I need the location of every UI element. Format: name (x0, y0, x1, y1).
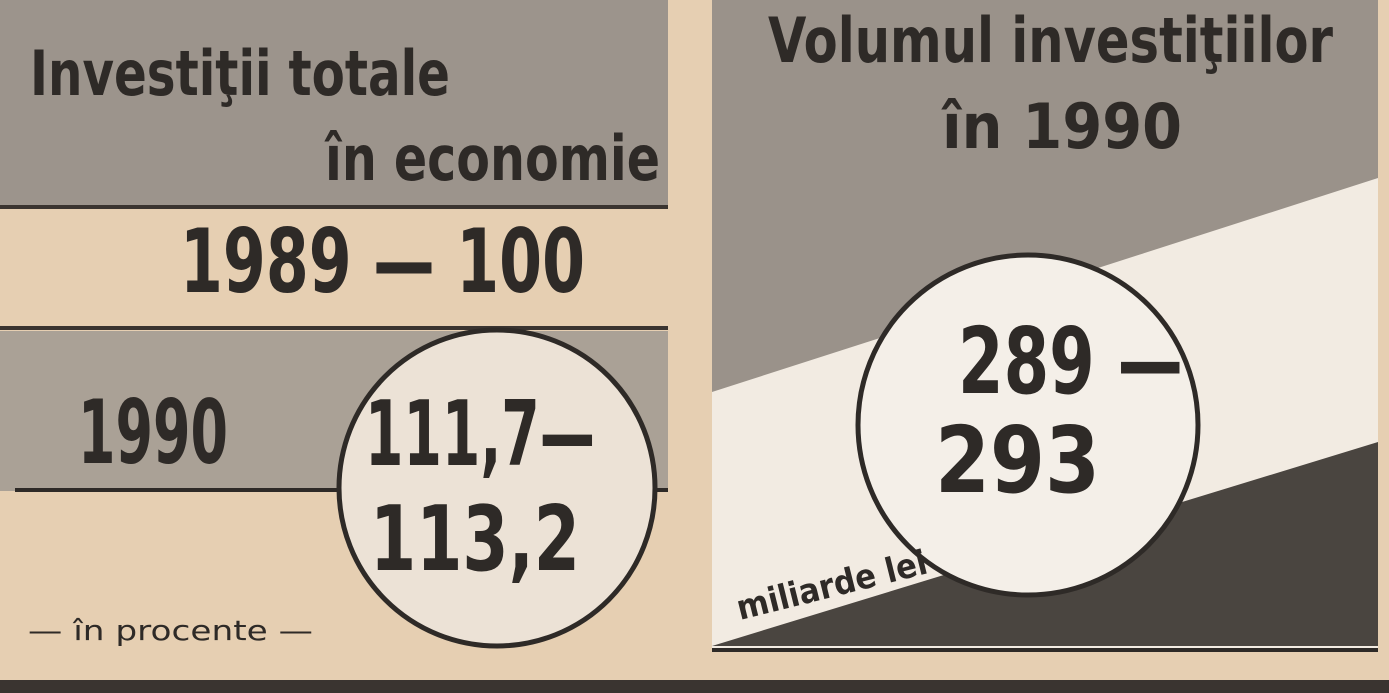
right-title-1: Volumul investiţiilor (768, 4, 1333, 77)
left-value-1: 111,7— (365, 382, 595, 487)
right-title-2: în 1990 (941, 90, 1182, 163)
bottom-bar (0, 680, 1389, 693)
left-value-2: 113,2 (370, 487, 580, 592)
year-label: 1990 (78, 381, 228, 484)
title-band (0, 0, 668, 205)
base-year: 1989 — 100 (180, 210, 585, 313)
upper-shade (712, 0, 1378, 392)
left-title-1: Investiţii totale (30, 37, 450, 110)
value-circle (336, 327, 658, 649)
right-value-1: 289 — (958, 308, 1183, 415)
right-value-2: 293 (935, 407, 1100, 514)
left-title-2: în economie (324, 122, 660, 195)
unit-label: — în procente — (28, 614, 313, 647)
value-circle (855, 252, 1201, 598)
